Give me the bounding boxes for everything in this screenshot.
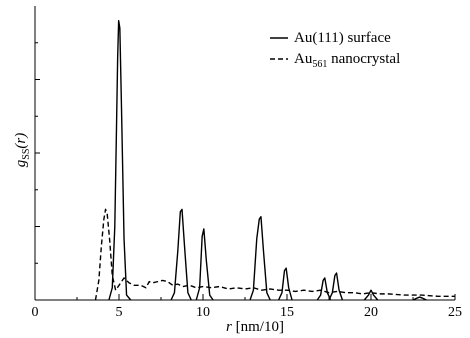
x-axis-label: r [nm/10] xyxy=(226,319,284,335)
x-tick-label: 0 xyxy=(32,305,39,320)
series-line-surface xyxy=(108,20,427,301)
x-tick-label: 25 xyxy=(448,305,462,320)
x-tick-label: 5 xyxy=(116,305,123,320)
legend-entry: Au561 nanocrystal xyxy=(294,51,400,70)
x-tick-label: 10 xyxy=(196,305,210,320)
x-tick-label: 15 xyxy=(280,305,294,320)
axis-labels: r [nm/10] gSS(r) xyxy=(13,133,284,335)
plot-series xyxy=(94,20,455,301)
y-axis-label: gSS(r) xyxy=(13,133,32,167)
x-tick-label: 20 xyxy=(364,305,378,320)
series-line-nanocrystal xyxy=(94,208,455,301)
legend-entry: Au(111) surface xyxy=(294,30,391,46)
legend: Au(111) surface Au561 nanocrystal xyxy=(270,30,400,70)
